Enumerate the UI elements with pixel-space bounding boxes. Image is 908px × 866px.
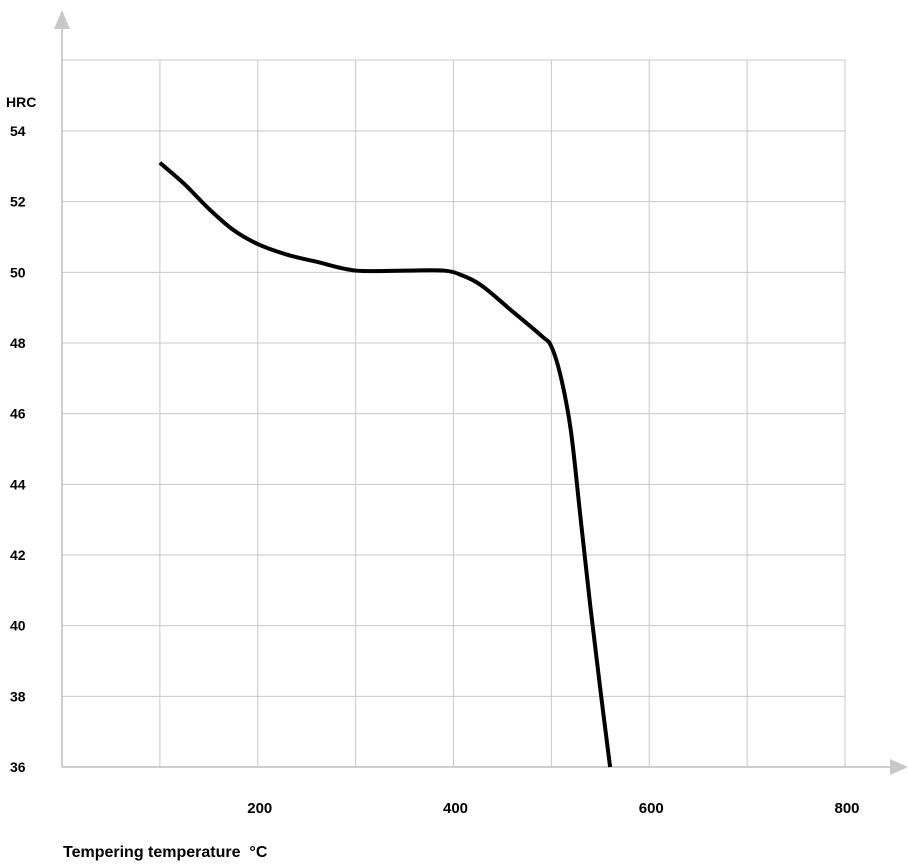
y-tick-label: 42 — [10, 547, 26, 563]
y-tick-label: 40 — [10, 618, 26, 634]
x-tick-label: 400 — [443, 800, 468, 817]
hardness-curve — [158, 161, 613, 768]
y-tick-label: 36 — [10, 759, 26, 775]
y-tick-label: 38 — [10, 688, 26, 704]
x-tick-label: 800 — [834, 800, 859, 817]
y-tick-label: 48 — [10, 335, 26, 351]
axes — [54, 10, 908, 775]
x-tick-label: 600 — [639, 800, 664, 817]
y-tick-label: 52 — [10, 194, 26, 210]
y-tick-label: 44 — [10, 476, 26, 492]
plot-area — [158, 161, 613, 768]
y-tick-label: 54 — [10, 123, 26, 139]
y-tick-label: 46 — [10, 406, 26, 422]
tick-labels: 36 38 40 42 44 46 48 50 52 54 200 400 600 800 — [10, 123, 860, 817]
y-tick-label: 50 — [10, 264, 26, 280]
y-axis-arrow — [54, 10, 70, 29]
y-axis-title: HRC — [6, 94, 36, 110]
grid — [61, 59, 846, 768]
x-axis-title: Tempering temperature °C — [63, 844, 268, 861]
x-tick-label: 200 — [247, 800, 272, 817]
x-axis-arrow — [890, 759, 908, 775]
